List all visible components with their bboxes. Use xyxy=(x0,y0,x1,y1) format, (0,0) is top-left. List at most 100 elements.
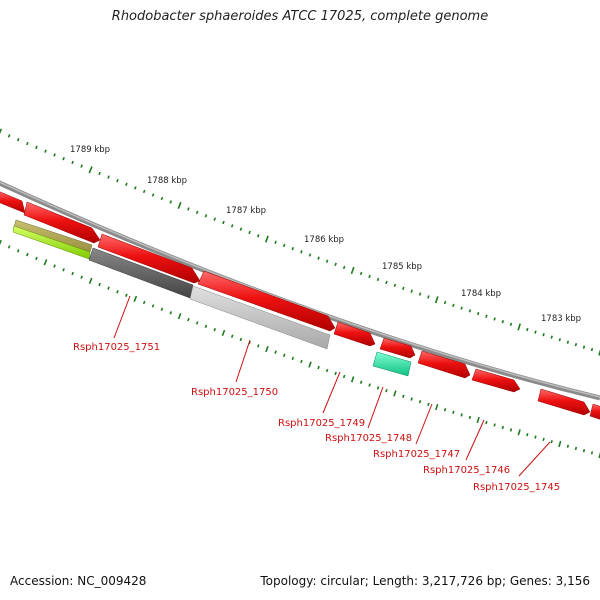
tick-mark xyxy=(88,166,93,174)
feature-bar-lime[interactable] xyxy=(12,225,91,260)
tick-mark xyxy=(116,179,119,183)
tick-mark xyxy=(509,428,513,432)
genome-backbone xyxy=(0,180,600,401)
tick-mark xyxy=(239,337,243,342)
gene-arrow[interactable] xyxy=(23,201,101,244)
tick-mark xyxy=(566,444,570,448)
gene-label[interactable]: Rsph17025_1751 xyxy=(73,342,160,353)
tick-mark xyxy=(493,317,496,321)
tick-mark xyxy=(427,295,430,299)
tick-mark xyxy=(300,359,303,364)
tick-mark xyxy=(169,311,173,315)
feature-bar-cyan[interactable] xyxy=(372,351,412,377)
tick-mark xyxy=(0,128,3,135)
tick-mark xyxy=(452,410,455,414)
gene-arrow[interactable] xyxy=(197,270,336,332)
tick-mark xyxy=(566,340,570,344)
gene-arrow[interactable] xyxy=(97,233,201,284)
tick-mark xyxy=(385,389,388,393)
tick-mark xyxy=(334,262,337,267)
tick-mark xyxy=(598,451,600,459)
tick-mark xyxy=(350,266,355,275)
kbp-label: 1787 kbp xyxy=(226,206,266,216)
feature-bar-light[interactable] xyxy=(189,285,331,350)
gene-arrow[interactable] xyxy=(333,321,376,347)
tick-mark xyxy=(468,415,472,420)
tick-mark xyxy=(213,327,217,332)
kbp-label: 1788 kbp xyxy=(147,176,187,186)
tick-mark xyxy=(142,189,146,194)
tick-mark xyxy=(256,234,260,238)
tick-mark xyxy=(134,186,137,190)
tick-mark xyxy=(582,449,586,453)
tick-mark xyxy=(160,196,164,201)
tick-mark xyxy=(410,397,413,401)
tick-mark xyxy=(534,330,537,334)
tick-mark xyxy=(62,156,65,161)
tick-mark xyxy=(204,214,208,218)
tick-mark xyxy=(142,300,146,305)
genome-backbone-highlight xyxy=(0,181,600,398)
gene-label[interactable]: Rsph17025_1748 xyxy=(325,433,412,444)
gene-arrow[interactable] xyxy=(379,337,416,359)
tick-mark xyxy=(402,394,405,398)
tick-mark xyxy=(393,390,397,397)
gene-arrow[interactable] xyxy=(471,368,521,393)
tick-mark xyxy=(558,440,562,448)
tick-mark xyxy=(359,380,363,384)
tick-mark xyxy=(350,376,355,383)
tick-mark xyxy=(550,335,553,339)
gene-label[interactable]: Rsph17025_1746 xyxy=(423,465,510,476)
tick-mark xyxy=(485,314,488,318)
gene-leaders xyxy=(113,295,551,477)
tick-mark xyxy=(359,271,363,276)
tick-mark xyxy=(558,338,562,342)
tick-mark xyxy=(418,400,422,404)
tick-mark xyxy=(239,227,243,231)
tick-mark xyxy=(62,268,65,272)
gene-label[interactable]: Rsph17025_1747 xyxy=(373,449,460,460)
tick-mark xyxy=(282,353,286,357)
gene-labels: Rsph17025_1751 Rsph17025_1750 Rsph17025_… xyxy=(73,342,560,493)
gene-arrow[interactable] xyxy=(589,403,600,420)
leader-line xyxy=(518,441,551,477)
tick-mark xyxy=(460,306,463,310)
tick-mark xyxy=(195,210,199,215)
tick-mark xyxy=(222,220,225,225)
tick-mark xyxy=(213,217,217,221)
tick-mark xyxy=(71,160,74,165)
gene-arrow[interactable] xyxy=(417,350,471,379)
tick-ring xyxy=(0,128,600,356)
tick-mark xyxy=(334,371,337,376)
tick-mark xyxy=(125,182,128,187)
leader-line xyxy=(322,371,341,414)
tick-mark xyxy=(325,259,329,263)
tick-mark xyxy=(435,403,439,411)
tick-mark xyxy=(151,193,155,197)
tick-mark xyxy=(291,356,295,361)
gene-label[interactable]: Rsph17025_1750 xyxy=(191,387,278,398)
tick-mark xyxy=(16,249,20,253)
tick-mark xyxy=(317,365,320,370)
tick-mark xyxy=(468,309,472,313)
kbp-labels: 1789 kbp 1788 kbp 1787 kbp 1786 kbp 1785… xyxy=(70,145,581,324)
tick-mark xyxy=(187,317,190,322)
tick-mark xyxy=(300,250,303,254)
tick-mark xyxy=(342,265,346,270)
gene-label[interactable]: Rsph17025_1745 xyxy=(473,482,560,493)
tick-mark xyxy=(376,277,380,282)
tick-mark xyxy=(44,149,47,153)
tick-mark xyxy=(501,425,505,430)
tick-mark xyxy=(16,138,20,142)
tick-mark xyxy=(317,256,320,260)
leader-line xyxy=(235,339,251,383)
kbp-label: 1784 kbp xyxy=(461,289,501,299)
gene-arrow[interactable] xyxy=(537,388,591,416)
tick-mark xyxy=(133,295,138,302)
tick-mark xyxy=(574,446,578,451)
gene-label[interactable]: Rsph17025_1749 xyxy=(278,418,365,429)
tick-mark xyxy=(98,282,101,287)
tick-mark xyxy=(265,345,269,353)
